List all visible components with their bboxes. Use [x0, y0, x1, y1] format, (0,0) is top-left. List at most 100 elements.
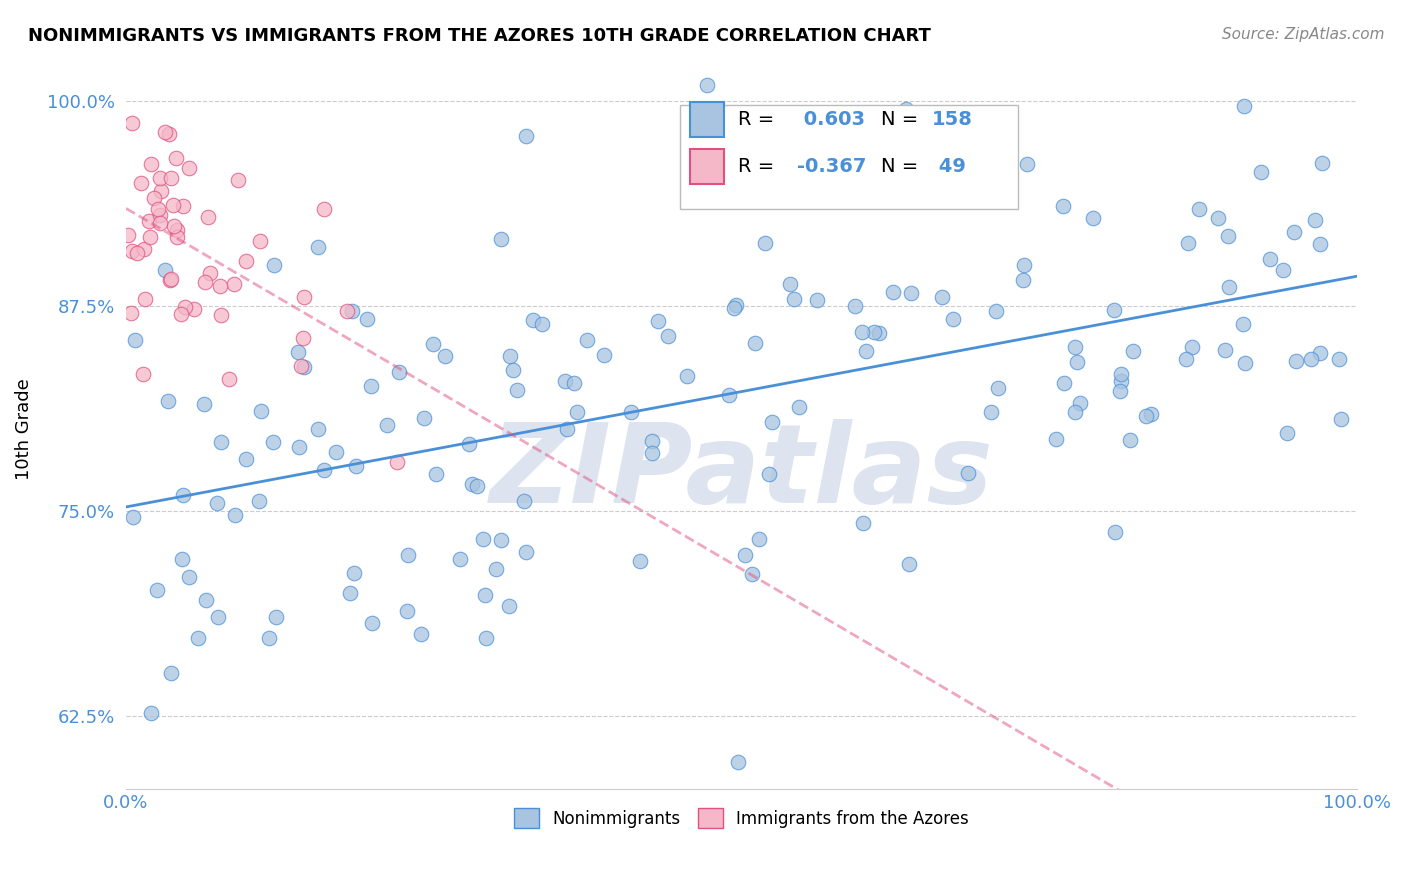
Point — [1285, 354, 1308, 368]
Point — [395, 604, 418, 618]
Point — [170, 307, 193, 321]
Point — [249, 235, 271, 249]
Point — [173, 300, 195, 314]
Point — [360, 378, 382, 392]
FancyBboxPatch shape — [681, 104, 1018, 209]
Point — [129, 177, 152, 191]
Point — [224, 508, 246, 522]
Text: 49: 49 — [932, 157, 966, 176]
Point — [1309, 237, 1331, 252]
Point — [502, 363, 524, 377]
Point — [987, 381, 1010, 395]
Point — [155, 125, 177, 139]
Point — [226, 173, 249, 187]
Point — [565, 405, 588, 419]
Point — [124, 333, 146, 347]
Point — [264, 610, 287, 624]
Point — [162, 198, 184, 212]
Point — [882, 285, 904, 299]
Point — [235, 452, 257, 467]
Point — [413, 410, 436, 425]
Point — [641, 445, 664, 459]
Point — [844, 299, 866, 313]
Point — [449, 551, 471, 566]
Point — [125, 245, 148, 260]
Point — [209, 435, 232, 450]
Point — [325, 445, 347, 459]
Point — [993, 193, 1015, 207]
Point — [1282, 225, 1305, 239]
Point — [139, 157, 162, 171]
Point — [779, 277, 801, 291]
Point — [1174, 351, 1197, 366]
Point — [898, 557, 921, 571]
Point — [593, 348, 616, 362]
Point — [1012, 273, 1035, 287]
Point — [121, 116, 143, 130]
Point — [132, 243, 155, 257]
Point — [554, 374, 576, 388]
Point — [385, 455, 408, 469]
Point — [339, 585, 361, 599]
Point — [868, 326, 890, 341]
Point — [166, 230, 188, 244]
Point — [1309, 346, 1331, 360]
Point — [292, 331, 315, 345]
Point — [257, 631, 280, 645]
Point — [744, 336, 766, 351]
Point — [1109, 368, 1132, 382]
Point — [489, 533, 512, 548]
FancyBboxPatch shape — [690, 103, 724, 137]
Point — [734, 548, 756, 562]
Point — [489, 232, 512, 246]
Point — [806, 293, 828, 308]
Point — [1218, 280, 1240, 294]
Point — [208, 278, 231, 293]
Point — [513, 493, 536, 508]
Point — [250, 404, 273, 418]
Point — [855, 344, 877, 359]
Point — [159, 273, 181, 287]
Point — [1299, 352, 1322, 367]
Point — [1213, 343, 1236, 358]
Point — [422, 337, 444, 351]
Text: 0.603: 0.603 — [797, 111, 865, 129]
Point — [562, 376, 585, 391]
Point — [150, 184, 173, 198]
Point — [499, 349, 522, 363]
Point — [1109, 375, 1132, 389]
Point — [183, 301, 205, 316]
Text: N =: N = — [880, 157, 924, 176]
Text: R =: R = — [738, 157, 780, 176]
Point — [177, 161, 200, 175]
Point — [146, 583, 169, 598]
Point — [1069, 396, 1091, 410]
Text: NONIMMIGRANTS VS IMMIGRANTS FROM THE AZORES 10TH GRADE CORRELATION CHART: NONIMMIGRANTS VS IMMIGRANTS FROM THE AZO… — [28, 27, 931, 45]
Text: ZIPatlas: ZIPatlas — [489, 418, 994, 525]
Point — [433, 349, 456, 363]
Point — [461, 476, 484, 491]
Point — [288, 440, 311, 454]
Point — [1329, 351, 1351, 366]
Text: Source: ZipAtlas.com: Source: ZipAtlas.com — [1222, 27, 1385, 42]
Point — [641, 434, 664, 449]
Point — [723, 301, 745, 316]
Point — [1260, 252, 1282, 266]
Point — [396, 549, 419, 563]
Point — [676, 369, 699, 384]
Point — [179, 570, 201, 584]
Point — [224, 277, 246, 292]
Point — [576, 334, 599, 348]
Point — [409, 627, 432, 641]
Point — [761, 415, 783, 429]
Point — [865, 167, 887, 181]
Point — [984, 304, 1007, 318]
Point — [1233, 99, 1256, 113]
Point — [724, 298, 747, 312]
Point — [1330, 412, 1353, 426]
Point — [485, 562, 508, 576]
Point — [117, 228, 139, 243]
Point — [942, 311, 965, 326]
Point — [120, 306, 142, 320]
Point — [157, 127, 180, 141]
